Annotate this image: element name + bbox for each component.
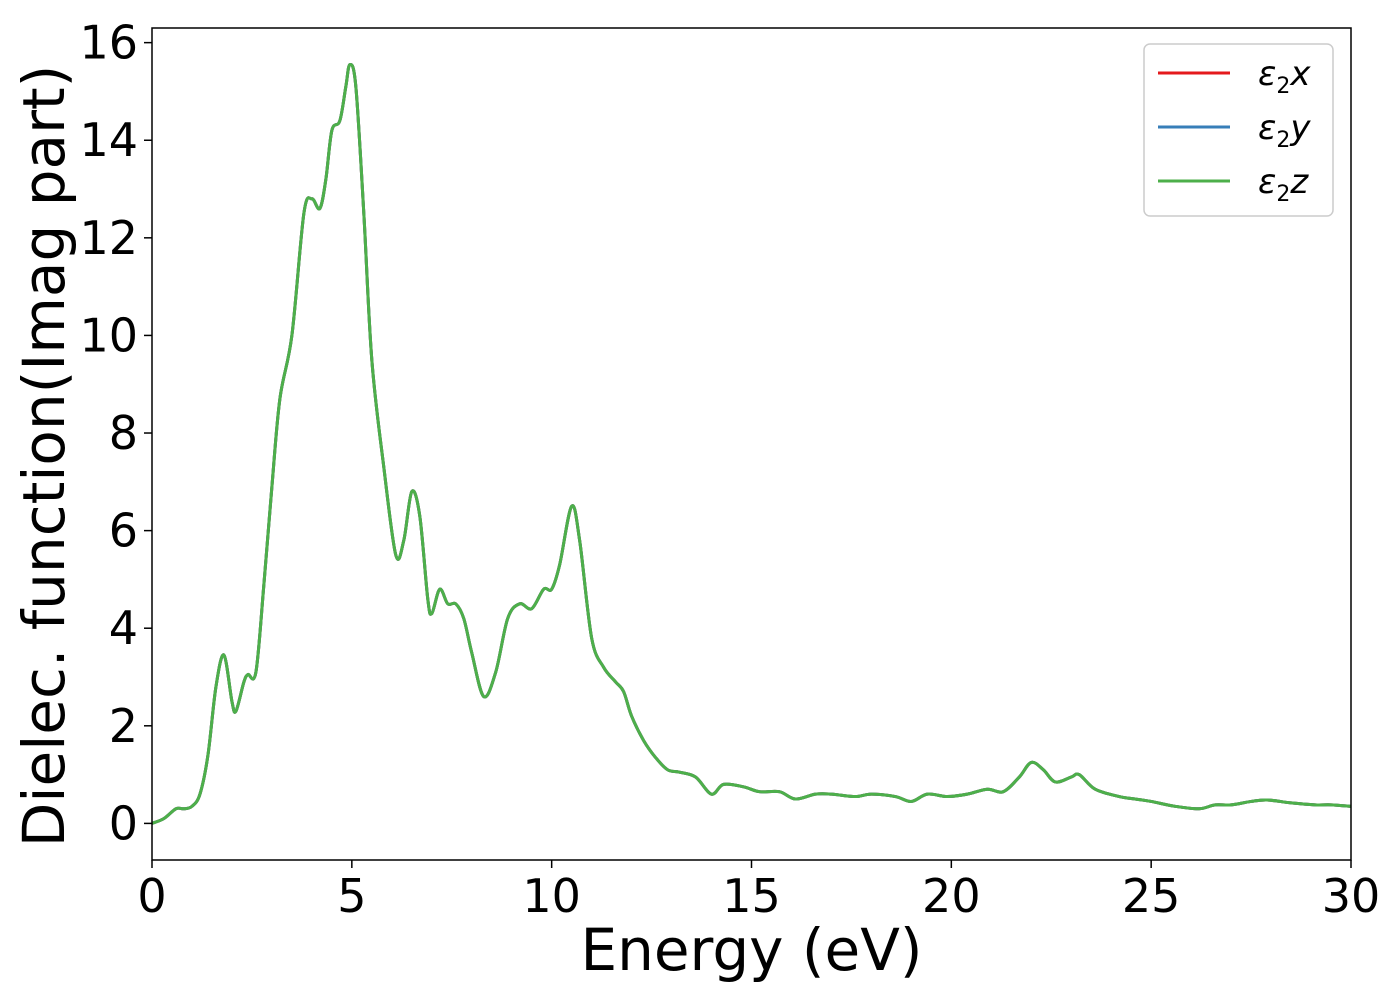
y-tick-label: 2 (109, 699, 138, 753)
x-axis: 0 5 10 15 20 25 30 (137, 860, 1380, 923)
legend-label-x: ε2x (1258, 54, 1311, 99)
y-axis: 0 2 4 6 8 10 12 14 16 (79, 16, 152, 850)
x-tick-label: 30 (1322, 869, 1381, 923)
series-lines (151, 63, 1352, 825)
x-axis-label: Energy (eV) (580, 916, 922, 984)
x-tick-label: 0 (137, 869, 166, 923)
y-tick-label: 12 (79, 211, 138, 265)
y-axis-label: Dielec. function(Imag part) (10, 65, 78, 848)
legend-label-z: ε2z (1258, 162, 1309, 207)
x-tick-label: 10 (522, 869, 581, 923)
y-tick-label: 10 (79, 308, 138, 362)
x-tick-label: 20 (922, 869, 981, 923)
y-tick-label: 6 (109, 504, 138, 558)
x-tick-label: 15 (722, 869, 781, 923)
y-tick-label: 16 (79, 16, 138, 70)
legend: ε2x ε2y ε2z (1143, 43, 1334, 217)
legend-label-y: ε2y (1258, 108, 1311, 153)
y-tick-label: 8 (109, 406, 138, 460)
y-tick-label: 4 (109, 601, 138, 655)
x-tick-label: 25 (1122, 869, 1181, 923)
y-tick-label: 14 (79, 113, 138, 167)
legend-box (1143, 43, 1334, 217)
y-tick-label: 0 (109, 796, 138, 850)
x-tick-label: 5 (337, 869, 366, 923)
series-line-z (151, 63, 1352, 825)
